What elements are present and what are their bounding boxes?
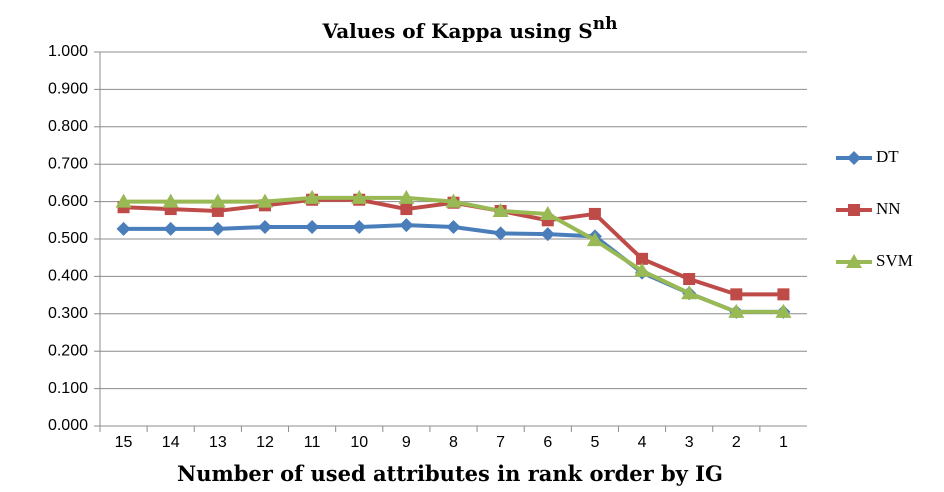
data-point xyxy=(588,207,601,220)
legend-marker xyxy=(848,204,860,216)
data-point xyxy=(539,205,556,220)
data-point xyxy=(540,227,555,242)
x-tick-label: 15 xyxy=(115,434,133,451)
x-tick-label: 12 xyxy=(256,434,274,451)
data-point xyxy=(683,273,696,286)
y-tick-label: 0.100 xyxy=(48,380,88,397)
data-point xyxy=(210,221,225,236)
x-tick-label: 9 xyxy=(402,434,411,451)
y-tick-label: 0.000 xyxy=(48,417,88,434)
data-point xyxy=(586,232,603,247)
y-tick-label: 0.400 xyxy=(48,268,88,285)
data-point xyxy=(163,221,178,236)
x-tick-label: 1 xyxy=(779,434,788,451)
data-point xyxy=(305,220,320,235)
data-point xyxy=(730,288,743,301)
x-tick-label: 5 xyxy=(590,434,599,451)
x-tick-label: 4 xyxy=(638,434,647,451)
x-tick-label: 13 xyxy=(209,434,227,451)
x-axis-label: Number of used attributes in rank order … xyxy=(177,461,723,486)
title-main: Values of Kappa using S xyxy=(322,19,593,43)
data-point xyxy=(115,193,132,208)
y-tick-label: 1.000 xyxy=(48,43,88,60)
data-point xyxy=(492,202,509,217)
x-tick-label: 7 xyxy=(496,434,505,451)
y-tick-label: 0.200 xyxy=(48,342,88,359)
data-point xyxy=(446,220,461,235)
data-point xyxy=(304,189,321,204)
data-point xyxy=(211,204,224,217)
chart-title: Values of Kappa using Snh xyxy=(322,14,618,43)
data-point xyxy=(775,303,792,318)
data-point xyxy=(399,218,414,233)
legend-label: SVM xyxy=(876,251,913,270)
data-point xyxy=(777,288,790,301)
y-tick-label: 0.300 xyxy=(48,305,88,322)
title-superscript: nh xyxy=(593,14,618,34)
data-point xyxy=(352,220,367,235)
data-point xyxy=(681,285,698,300)
x-tick-label: 11 xyxy=(304,434,321,451)
data-point xyxy=(256,193,273,208)
x-tick-label: 2 xyxy=(732,434,741,451)
legend-marker xyxy=(846,254,862,268)
y-tick-label: 0.700 xyxy=(48,155,88,172)
data-point xyxy=(351,189,368,204)
y-tick-label: 0.800 xyxy=(48,118,88,135)
data-point xyxy=(116,221,131,236)
x-tick-label: 14 xyxy=(162,434,180,451)
legend-label: NN xyxy=(876,199,901,218)
data-point xyxy=(728,303,745,318)
data-point xyxy=(636,252,649,265)
y-tick-label: 0.600 xyxy=(48,193,88,210)
data-point xyxy=(400,203,413,216)
x-tick-label: 6 xyxy=(543,434,552,451)
data-point xyxy=(257,220,272,235)
data-point xyxy=(445,193,462,208)
y-tick-label: 0.500 xyxy=(48,230,88,247)
y-tick-label: 0.900 xyxy=(48,81,88,98)
legend-marker xyxy=(847,151,861,165)
data-point xyxy=(493,226,508,241)
data-point xyxy=(162,193,179,208)
x-tick-label: 3 xyxy=(685,434,694,451)
data-point xyxy=(634,262,651,277)
data-point xyxy=(209,193,226,208)
data-point xyxy=(398,189,415,204)
legend-label: DT xyxy=(876,147,899,166)
x-tick-label: 10 xyxy=(350,434,368,451)
x-tick-label: 8 xyxy=(449,434,458,451)
